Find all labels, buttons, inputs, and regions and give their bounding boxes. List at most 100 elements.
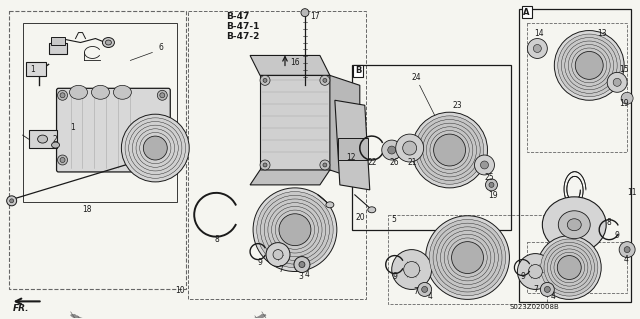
Text: B-47: B-47 <box>226 11 250 21</box>
Text: FR.: FR. <box>12 304 29 313</box>
Text: 9: 9 <box>393 272 397 281</box>
Ellipse shape <box>38 135 47 143</box>
Bar <box>527 23 627 152</box>
Text: 19: 19 <box>619 99 628 108</box>
Ellipse shape <box>486 179 497 191</box>
Bar <box>188 11 366 300</box>
Text: B-47-1: B-47-1 <box>226 22 259 31</box>
Polygon shape <box>260 75 330 170</box>
Ellipse shape <box>132 125 179 171</box>
Ellipse shape <box>434 134 465 166</box>
Ellipse shape <box>621 92 633 104</box>
Bar <box>51 37 65 45</box>
Ellipse shape <box>419 120 480 181</box>
Ellipse shape <box>60 158 65 162</box>
Text: S023Z02008B: S023Z02008B <box>509 304 559 310</box>
Text: 6: 6 <box>158 43 163 53</box>
Ellipse shape <box>106 40 111 45</box>
Ellipse shape <box>392 249 431 289</box>
Ellipse shape <box>58 90 68 100</box>
Ellipse shape <box>558 211 590 239</box>
Ellipse shape <box>70 85 88 99</box>
Ellipse shape <box>430 130 469 170</box>
Ellipse shape <box>160 93 164 98</box>
Ellipse shape <box>529 264 542 278</box>
Text: 8: 8 <box>214 235 219 244</box>
Ellipse shape <box>404 262 420 278</box>
Ellipse shape <box>517 254 554 289</box>
Ellipse shape <box>558 34 621 97</box>
Bar <box>9 11 186 289</box>
Ellipse shape <box>547 246 591 289</box>
Ellipse shape <box>273 249 283 260</box>
Ellipse shape <box>403 141 417 155</box>
Text: 9: 9 <box>520 272 525 281</box>
Ellipse shape <box>607 72 627 92</box>
Ellipse shape <box>412 112 488 188</box>
Ellipse shape <box>263 78 267 82</box>
Ellipse shape <box>541 239 598 296</box>
Ellipse shape <box>60 93 65 98</box>
Text: 24: 24 <box>412 73 421 82</box>
Ellipse shape <box>102 38 115 48</box>
FancyBboxPatch shape <box>56 88 170 172</box>
Ellipse shape <box>572 48 607 83</box>
Text: 26: 26 <box>390 158 399 167</box>
Ellipse shape <box>545 286 550 293</box>
Text: 7: 7 <box>533 286 538 294</box>
Text: B: B <box>355 66 361 75</box>
Ellipse shape <box>129 122 182 174</box>
Bar <box>29 130 56 148</box>
Ellipse shape <box>10 199 13 203</box>
Ellipse shape <box>418 282 431 296</box>
Ellipse shape <box>544 242 595 293</box>
Polygon shape <box>250 56 330 75</box>
Ellipse shape <box>113 85 131 99</box>
Ellipse shape <box>538 236 601 300</box>
Text: 20: 20 <box>356 213 365 222</box>
Ellipse shape <box>575 51 603 79</box>
Ellipse shape <box>426 216 509 300</box>
Text: B-47-2: B-47-2 <box>226 32 259 41</box>
Ellipse shape <box>561 38 617 93</box>
Text: 9: 9 <box>257 257 262 267</box>
Text: 4: 4 <box>623 255 628 263</box>
Text: A: A <box>524 8 530 17</box>
Text: 16: 16 <box>290 58 300 67</box>
Ellipse shape <box>268 203 322 257</box>
Ellipse shape <box>253 188 337 271</box>
Bar <box>527 241 627 293</box>
Polygon shape <box>335 100 370 190</box>
Ellipse shape <box>260 195 330 264</box>
Text: 21: 21 <box>408 158 417 167</box>
Ellipse shape <box>429 219 506 296</box>
Ellipse shape <box>388 146 396 154</box>
Ellipse shape <box>381 140 402 160</box>
Text: 15: 15 <box>619 65 628 74</box>
Text: 23: 23 <box>452 101 462 110</box>
Text: 12: 12 <box>346 153 355 162</box>
Text: 14: 14 <box>534 28 544 38</box>
Ellipse shape <box>533 45 541 52</box>
Text: 5: 5 <box>392 215 397 224</box>
Ellipse shape <box>279 214 311 246</box>
Bar <box>388 215 547 304</box>
Ellipse shape <box>564 41 614 90</box>
Text: 10: 10 <box>175 286 185 295</box>
Text: 18: 18 <box>83 205 92 214</box>
Ellipse shape <box>92 85 109 99</box>
Ellipse shape <box>489 182 494 187</box>
Ellipse shape <box>554 252 584 283</box>
Polygon shape <box>250 170 330 185</box>
Ellipse shape <box>122 114 189 182</box>
Ellipse shape <box>440 231 495 285</box>
Ellipse shape <box>294 256 310 272</box>
Bar <box>352 65 511 230</box>
Ellipse shape <box>481 161 488 169</box>
Ellipse shape <box>540 282 554 296</box>
Text: 17: 17 <box>310 11 319 21</box>
Ellipse shape <box>444 234 491 281</box>
Ellipse shape <box>263 163 267 167</box>
Polygon shape <box>330 75 360 180</box>
Text: 22: 22 <box>368 158 378 167</box>
